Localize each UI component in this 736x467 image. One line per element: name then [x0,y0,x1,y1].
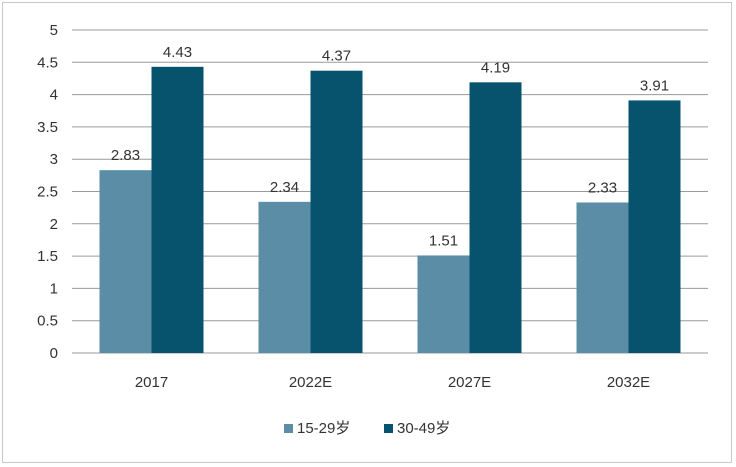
y-tick-label: 4.5 [37,54,58,71]
y-tick-label: 3.5 [37,119,58,136]
y-tick-label: 0 [50,345,58,362]
legend-swatch [384,424,393,433]
data-label: 2.83 [111,147,140,164]
data-label: 3.91 [640,77,669,94]
bar-series-2 [469,82,522,354]
y-tick-label: 0.5 [37,313,58,330]
bars [99,66,681,354]
bar-series-1 [576,202,629,353]
legend-label: 15-29岁 [297,420,350,437]
legend-swatch [284,424,293,433]
data-label: 4.43 [163,44,192,61]
data-labels: 2.83 4.43 2.34 4.37 1.51 4.19 2.33 3.91 [111,44,669,250]
data-label: 4.19 [481,59,510,76]
data-label: 1.51 [429,232,458,249]
y-tick-label: 1.5 [37,248,58,265]
x-tick-label: 2022E [289,374,332,391]
bar-series-1 [258,201,311,353]
y-tick-label: 2 [50,216,58,233]
data-label: 2.34 [270,179,299,196]
y-tick-label: 5 [50,22,58,39]
legend: 15-29岁 30-49岁 [284,420,450,437]
y-axis-ticks: 0 0.5 1 1.5 2 2.5 3 3.5 4 4.5 5 [37,22,58,362]
legend-label: 30-49岁 [397,420,450,437]
y-tick-label: 1 [50,280,58,297]
y-tick-label: 2.5 [37,184,58,201]
y-tick-label: 4 [50,87,58,104]
bar-series-1 [417,255,470,353]
bar-series-2 [310,70,363,353]
y-tick-label: 3 [50,151,58,168]
bar-series-2 [628,100,681,353]
x-axis-ticks: 2017 2022E 2027E 2032E [135,374,650,391]
data-label: 4.37 [322,48,351,65]
x-tick-label: 2027E [448,374,491,391]
bar-series-2 [151,66,204,354]
x-tick-label: 2032E [607,374,650,391]
x-tick-label: 2017 [135,374,168,391]
bar-series-1 [99,170,152,353]
data-label: 2.33 [588,179,617,196]
